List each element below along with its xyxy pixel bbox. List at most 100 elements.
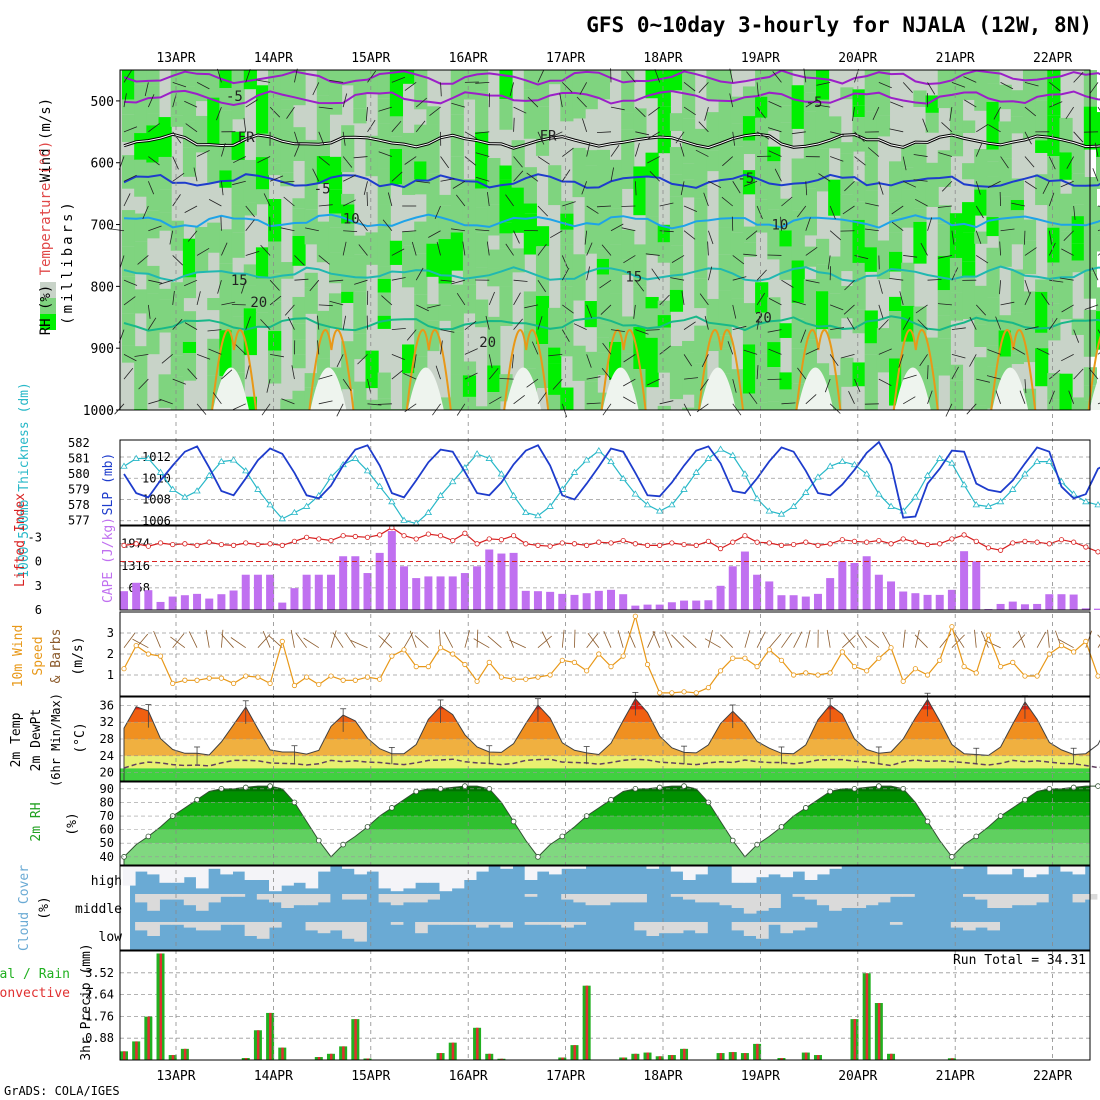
upper-wind-barb — [805, 181, 808, 196]
upper-wind-barb — [527, 96, 539, 108]
upper-wind-barb — [475, 152, 490, 157]
upper-wind-barb — [1011, 202, 1026, 207]
upper-wind-barb — [475, 176, 490, 182]
upper-wind-barb — [1000, 82, 1014, 90]
rh-cell-moist — [864, 111, 878, 157]
rh-cell-moist — [815, 148, 830, 192]
upper-wind-barb — [207, 329, 222, 332]
cape-bar — [314, 574, 323, 610]
upper-wind-barb — [902, 396, 916, 405]
upper-wind-barb — [280, 227, 295, 232]
rh-cell-moist — [755, 387, 769, 403]
cloud-cell-low — [317, 922, 331, 934]
rh-cell-moist — [986, 366, 1000, 377]
cloud-cell-middle — [975, 894, 988, 900]
cloud-cell-middle — [195, 894, 209, 911]
temp-band-3 — [124, 709, 1090, 723]
cloud-cell-low — [390, 922, 404, 925]
upper-wind-barb — [1024, 326, 1039, 331]
rh-cell-moist — [1071, 318, 1085, 335]
upper-wind-barb — [138, 378, 149, 390]
rh-cell-moist — [913, 90, 927, 107]
wind-barb — [188, 631, 198, 648]
upper-wind-barb — [266, 378, 271, 393]
cloud-cell-low — [171, 922, 185, 925]
isotherm-10 — [123, 213, 1100, 230]
rh-cell-moist — [377, 168, 391, 184]
thickness-point — [923, 471, 932, 478]
rh-cell-moist — [767, 401, 781, 410]
upper-wind-barb — [318, 400, 333, 405]
rh-cell-moist — [718, 83, 732, 134]
upper-wind-barb — [729, 93, 734, 108]
rh-cell-moist — [1096, 156, 1100, 189]
rh-cell-saturated — [949, 213, 964, 258]
upper-wind-barb — [187, 230, 198, 242]
upper-wind-barb — [318, 156, 330, 166]
rh-cell-saturated — [779, 372, 793, 390]
wind-point — [510, 676, 517, 682]
rh-cell-moist — [815, 99, 830, 149]
thickness-tick-578: 578 — [68, 498, 90, 512]
rh-cell-moist — [487, 158, 501, 205]
wind-point — [985, 632, 992, 638]
rh-cell-moist — [1047, 373, 1061, 400]
rh-point — [681, 783, 687, 789]
run-total: Run Total = 34.31 — [953, 953, 1086, 968]
upper-wind-barb — [818, 173, 831, 182]
li-point — [194, 542, 200, 548]
rh-cell-moist — [414, 221, 428, 254]
cloud-cell-middle — [816, 894, 830, 906]
upper-wind-barb — [969, 354, 977, 367]
rh-cell-moist — [158, 374, 172, 408]
li-point — [401, 533, 407, 539]
rh-band-0 — [124, 843, 1090, 865]
rh-cell-moist — [779, 105, 793, 123]
rh-cell-saturated — [974, 189, 988, 216]
upper-wind-barb — [123, 126, 138, 133]
upper-wind-barb — [429, 106, 441, 117]
upper-wind-barb — [537, 244, 547, 256]
rh-cell-moist — [803, 188, 817, 236]
thickness-point — [436, 491, 445, 499]
upper-wind-barb — [1089, 82, 1099, 94]
upper-wind-barb — [513, 318, 523, 330]
rh-cell-moist — [158, 156, 172, 190]
cloud-row-label-middle: middle — [75, 902, 122, 917]
wind-barb — [379, 632, 391, 648]
upper-wind-barb — [381, 295, 393, 306]
upper-wind-barb — [707, 241, 709, 256]
cloud-cell-low — [561, 922, 574, 928]
upper-wind-barb — [1000, 156, 1009, 169]
li-point — [133, 541, 139, 547]
cloud-cell-middle — [877, 894, 891, 903]
li-point — [145, 543, 151, 549]
cape-bar — [716, 585, 725, 610]
upper-wind-barb — [586, 304, 593, 319]
wind-point — [291, 682, 298, 689]
wind-point — [1022, 673, 1028, 679]
cloud-cell-low — [329, 922, 343, 931]
thickness-point — [850, 460, 859, 468]
upper-wind-barb — [488, 291, 495, 306]
upper-wind-barb — [899, 291, 904, 306]
cloud-cell-low — [536, 922, 550, 925]
upper-wind-barb — [413, 354, 417, 369]
rh-cell-moist — [292, 70, 306, 106]
wind-point — [474, 678, 480, 684]
rh-point — [1022, 796, 1028, 803]
upper-wind-barb — [440, 340, 443, 355]
rh-cell-moist — [828, 256, 842, 278]
cloud-cell-high — [135, 866, 148, 872]
cloud-cell-high — [646, 866, 660, 869]
cloud-cell-high — [816, 866, 830, 875]
label-temperature: Temperature (°C) — [38, 141, 54, 276]
rh-cell-moist — [621, 129, 635, 175]
cloud-cell-high — [987, 866, 1001, 875]
cloud-cell-low — [342, 922, 355, 939]
upper-wind-barb — [309, 279, 320, 292]
rh-cell-moist — [268, 241, 282, 274]
upper-wind-barb — [1048, 317, 1058, 330]
cape-bar — [1020, 604, 1029, 610]
